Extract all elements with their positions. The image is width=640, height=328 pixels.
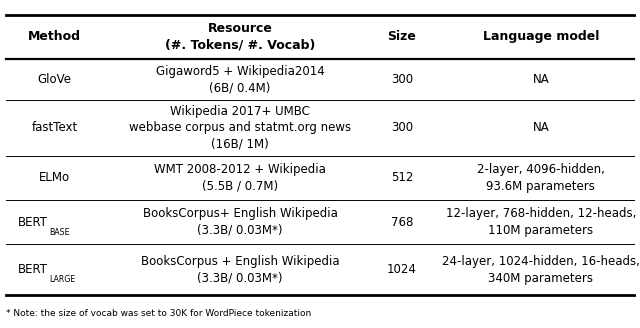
Text: BERT: BERT (18, 216, 48, 229)
Text: 300: 300 (391, 73, 413, 86)
Text: * Note: the size of vocab was set to 30K for WordPiece tokenization: * Note: the size of vocab was set to 30K… (6, 309, 312, 318)
Text: ELMo: ELMo (39, 172, 70, 184)
Text: 24-layer, 1024-hidden, 16-heads,
340M parameters: 24-layer, 1024-hidden, 16-heads, 340M pa… (442, 255, 640, 284)
Text: 12-layer, 768-hidden, 12-heads,
110M parameters: 12-layer, 768-hidden, 12-heads, 110M par… (445, 208, 636, 237)
Text: WMT 2008-2012 + Wikipedia
(5.5B / 0.7M): WMT 2008-2012 + Wikipedia (5.5B / 0.7M) (154, 163, 326, 193)
Text: BERT: BERT (18, 263, 48, 276)
Text: BooksCorpus + English Wikipedia
(3.3B/ 0.03M*): BooksCorpus + English Wikipedia (3.3B/ 0… (141, 255, 339, 284)
Text: fastText: fastText (31, 121, 77, 134)
Text: 2-layer, 4096-hidden,
93.6M parameters: 2-layer, 4096-hidden, 93.6M parameters (477, 163, 605, 193)
Text: 768: 768 (391, 216, 413, 229)
Text: Wikipedia 2017+ UMBC
webbase corpus and statmt.org news
(16B/ 1M): Wikipedia 2017+ UMBC webbase corpus and … (129, 105, 351, 151)
Text: GloVe: GloVe (37, 73, 72, 86)
Text: BASE: BASE (49, 228, 70, 236)
Text: NA: NA (532, 121, 549, 134)
Text: Resource
(#. Tokens/ #. Vocab): Resource (#. Tokens/ #. Vocab) (165, 22, 315, 51)
Text: Method: Method (28, 31, 81, 43)
Text: 1024: 1024 (387, 263, 417, 276)
Text: Gigaword5 + Wikipedia2014
(6B/ 0.4M): Gigaword5 + Wikipedia2014 (6B/ 0.4M) (156, 65, 324, 94)
Text: 512: 512 (391, 172, 413, 184)
Text: LARGE: LARGE (49, 275, 76, 284)
Text: BooksCorpus+ English Wikipedia
(3.3B/ 0.03M*): BooksCorpus+ English Wikipedia (3.3B/ 0.… (143, 208, 337, 237)
Text: 300: 300 (391, 121, 413, 134)
Text: Size: Size (387, 31, 417, 43)
Text: NA: NA (532, 73, 549, 86)
Text: Language model: Language model (483, 31, 599, 43)
